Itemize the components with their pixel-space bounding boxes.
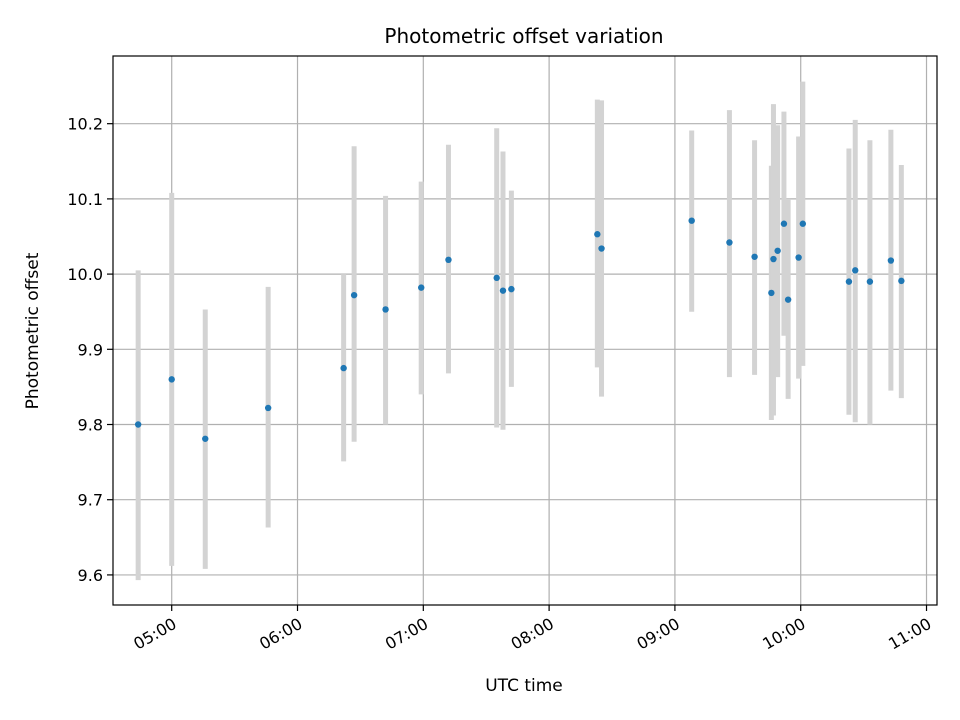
y-tick-label: 9.6 bbox=[78, 566, 103, 585]
y-tick-label: 9.9 bbox=[78, 340, 103, 359]
data-point bbox=[770, 255, 777, 263]
data-point bbox=[445, 256, 452, 264]
data-point bbox=[168, 376, 175, 383]
data-point bbox=[751, 253, 758, 260]
y-tick-label: 10.1 bbox=[67, 190, 103, 209]
data-point bbox=[598, 245, 605, 252]
data-point bbox=[780, 220, 788, 227]
y-axis-label: Photometric offset bbox=[23, 252, 43, 409]
data-point bbox=[799, 220, 807, 227]
data-point bbox=[768, 289, 775, 297]
x-axis-label: UTC time bbox=[485, 676, 563, 696]
data-point bbox=[887, 257, 895, 264]
data-point bbox=[202, 435, 209, 442]
data-point bbox=[499, 287, 507, 294]
y-axis-ticks: 9.6 9.7 9.8 9.9 10.0 10.1 10.2 bbox=[67, 115, 113, 585]
data-point bbox=[508, 285, 515, 293]
y-tick-label: 9.8 bbox=[78, 416, 103, 435]
data-point bbox=[726, 239, 733, 246]
data-point bbox=[418, 284, 425, 291]
chart-title: Photometric offset variation bbox=[384, 24, 663, 48]
data-point bbox=[594, 231, 601, 238]
data-point bbox=[493, 274, 500, 282]
data-point bbox=[134, 421, 142, 428]
y-tick-label: 9.7 bbox=[78, 491, 103, 510]
data-point bbox=[845, 278, 853, 285]
plot-frame bbox=[112, 55, 938, 606]
data-point bbox=[264, 404, 272, 412]
data-point bbox=[866, 278, 874, 285]
data-point bbox=[898, 277, 905, 285]
data-point bbox=[784, 296, 792, 303]
data-point bbox=[340, 364, 347, 372]
data-point bbox=[795, 254, 802, 261]
y-tick-label: 10.2 bbox=[67, 115, 103, 134]
data-point bbox=[852, 267, 859, 274]
data-point bbox=[382, 306, 389, 313]
data-point bbox=[688, 217, 695, 224]
data-points bbox=[134, 217, 905, 442]
y-tick-label: 10.0 bbox=[67, 265, 103, 284]
data-point bbox=[350, 291, 358, 299]
data-point bbox=[774, 247, 781, 254]
